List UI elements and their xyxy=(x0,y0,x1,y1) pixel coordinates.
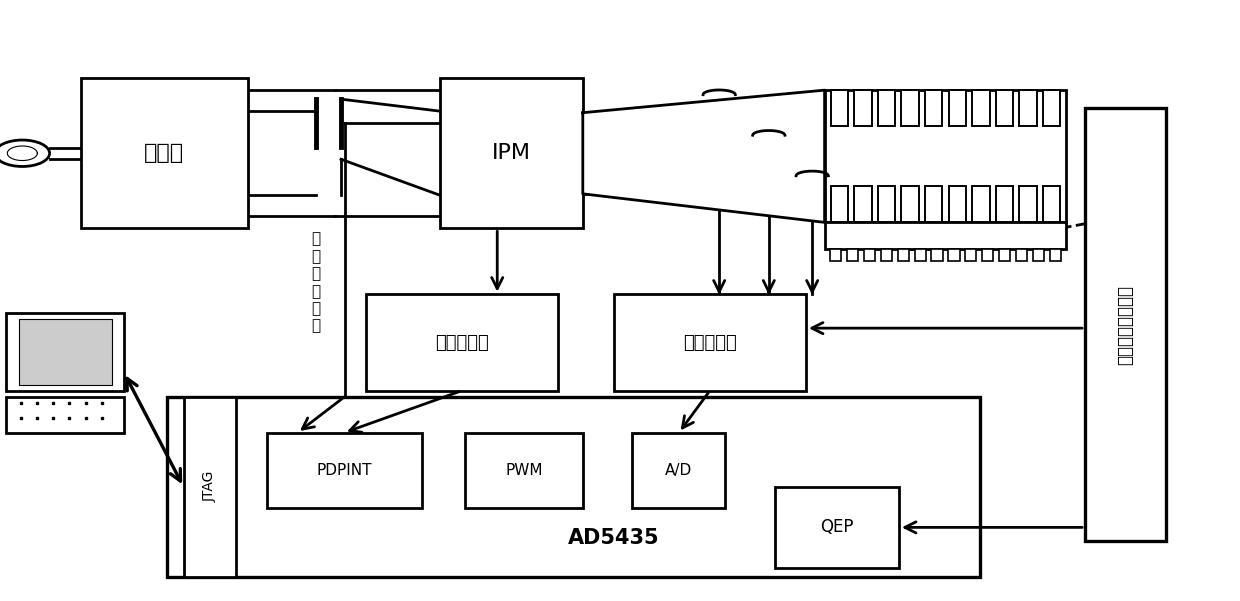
Text: QEP: QEP xyxy=(820,519,854,536)
Text: 整流器: 整流器 xyxy=(144,143,185,163)
Bar xyxy=(972,90,990,126)
Text: A/D: A/D xyxy=(666,463,692,478)
Text: 电流传感器: 电流传感器 xyxy=(683,334,737,352)
Bar xyxy=(878,186,895,222)
Bar xyxy=(901,186,919,222)
Bar xyxy=(825,222,1066,249)
Bar xyxy=(847,249,858,261)
Bar xyxy=(267,433,422,508)
Bar xyxy=(999,249,1011,261)
Bar xyxy=(19,319,112,385)
Bar xyxy=(880,249,892,261)
Text: JTAG: JTAG xyxy=(202,471,217,502)
Bar xyxy=(931,249,942,261)
Bar xyxy=(996,90,1013,126)
Text: PWM: PWM xyxy=(505,463,543,478)
Bar xyxy=(366,294,558,391)
Bar xyxy=(184,397,236,577)
Bar xyxy=(1043,90,1060,126)
Bar xyxy=(915,249,926,261)
Bar xyxy=(982,249,993,261)
Bar xyxy=(81,78,248,228)
Polygon shape xyxy=(583,90,825,222)
Bar xyxy=(1049,249,1060,261)
Bar xyxy=(831,249,842,261)
Bar xyxy=(864,249,875,261)
Bar xyxy=(854,90,872,126)
Bar xyxy=(949,186,966,222)
Bar xyxy=(775,487,899,568)
Bar xyxy=(1019,186,1037,222)
Bar xyxy=(614,294,806,391)
Bar xyxy=(1043,186,1060,222)
Bar xyxy=(949,249,960,261)
Bar xyxy=(440,78,583,228)
Bar xyxy=(6,397,124,433)
Bar xyxy=(854,186,872,222)
Text: AD5435: AD5435 xyxy=(568,528,660,548)
Bar xyxy=(972,186,990,222)
Bar xyxy=(831,186,848,222)
Bar xyxy=(1016,249,1027,261)
Bar xyxy=(925,186,942,222)
Bar xyxy=(1019,90,1037,126)
Bar xyxy=(6,313,124,391)
Bar xyxy=(1085,108,1166,541)
Text: IPM: IPM xyxy=(492,143,531,163)
Bar xyxy=(1033,249,1044,261)
Bar xyxy=(465,433,583,508)
Bar xyxy=(632,433,725,508)
Text: PDPINT: PDPINT xyxy=(316,463,372,478)
Bar xyxy=(996,186,1013,222)
Bar xyxy=(965,249,976,261)
Text: 无位置传感器检测: 无位置传感器检测 xyxy=(1116,284,1135,365)
Text: 故
障
保
护
信
号: 故 障 保 护 信 号 xyxy=(311,231,321,334)
Bar xyxy=(925,90,942,126)
Bar xyxy=(878,90,895,126)
Bar xyxy=(901,90,919,126)
Bar xyxy=(898,249,909,261)
Text: 光电耦合器: 光电耦合器 xyxy=(435,334,489,352)
Bar xyxy=(831,90,848,126)
Bar xyxy=(825,90,1066,222)
Bar xyxy=(949,90,966,126)
Bar xyxy=(167,397,980,577)
